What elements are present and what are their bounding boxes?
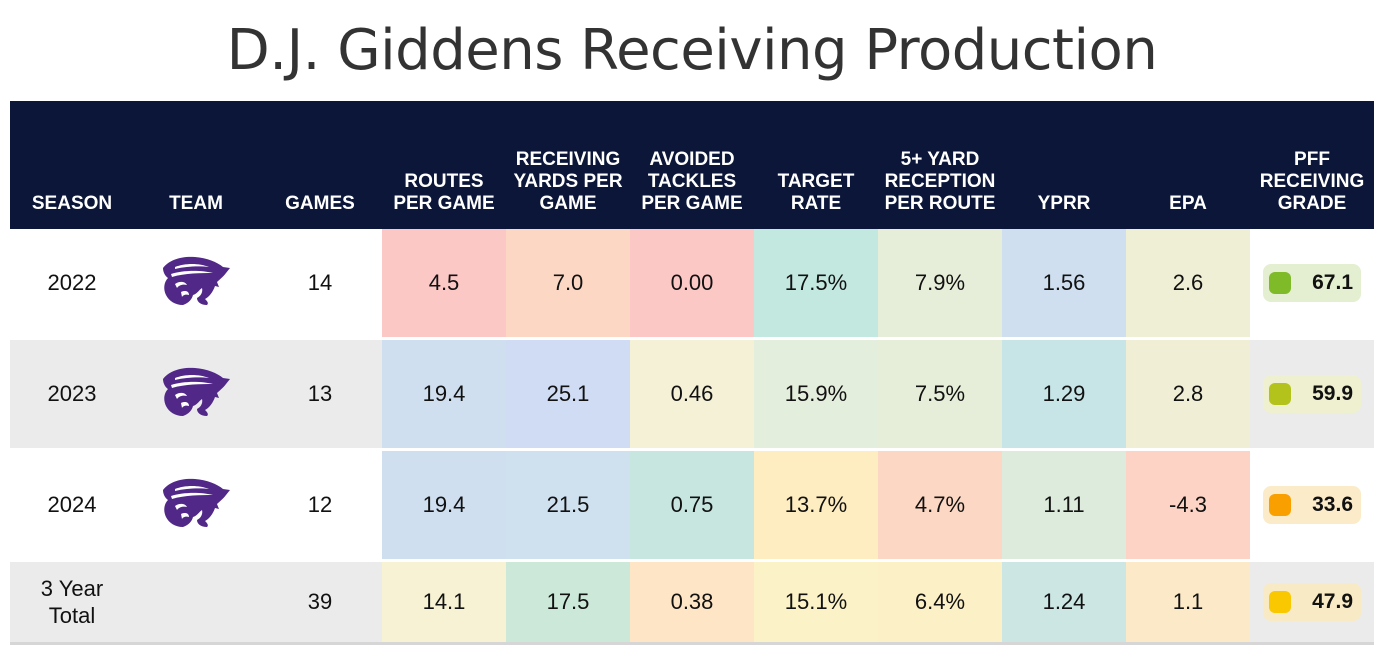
stat-cell: 4.5 [382, 229, 506, 340]
stat-cell: 1.29 [1002, 338, 1126, 451]
stat-cell: 0.00 [630, 229, 754, 340]
grade-cell: 59.9 [1250, 338, 1374, 451]
header-epa: EPA [1126, 101, 1250, 229]
total-row: 3 Year Total 39 14.1 17.5 0.38 15.1% 6.4% 1.24 1… [10, 560, 1374, 645]
stat-cell: 17.5% [754, 229, 878, 340]
team-cell [134, 229, 258, 340]
grade-color-icon [1269, 591, 1291, 613]
season-label: 2024 [47, 492, 97, 517]
stat-cell: 7.5% [878, 338, 1002, 451]
header-pff-receiving-grade: PFF RECEIVING GRADE [1250, 101, 1374, 229]
grade-badge: 47.9 [1263, 583, 1361, 621]
stat-cell: 2.6 [1126, 229, 1250, 340]
stat-cell: 4.7% [878, 449, 1002, 562]
grade-value: 67.1 [1312, 271, 1353, 294]
games-cell: 14 [258, 229, 382, 340]
stat-cell: 7.0 [506, 229, 630, 340]
season-label: 2023 [47, 381, 97, 406]
season-row: 2022 14 4.5 7.0 0.00 17.5% 7.9% 1.56 2.6 67.1 [10, 229, 1374, 340]
header-target-rate: TARGET RATE [754, 101, 878, 229]
header-routes-per-game: ROUTES PER GAME [382, 101, 506, 229]
team-logo-icon [161, 367, 231, 422]
stat-cell: 0.38 [630, 560, 754, 645]
grade-value: 33.6 [1312, 493, 1353, 516]
stat-cell: 7.9% [878, 229, 1002, 340]
grade-color-icon [1269, 272, 1291, 294]
stat-cell: 14.1 [382, 560, 506, 645]
stat-cell: 1.24 [1002, 560, 1126, 645]
stat-cell: 0.75 [630, 449, 754, 562]
stat-cell: 25.1 [506, 338, 630, 451]
season-cell: 2024 [10, 449, 134, 562]
season-cell: 2022 [10, 229, 134, 340]
stat-cell: 19.4 [382, 449, 506, 562]
header-yprr: YPRR [1002, 101, 1126, 229]
grade-badge: 59.9 [1263, 375, 1361, 413]
stat-cell: 6.4% [878, 560, 1002, 645]
grade-value: 47.9 [1312, 590, 1353, 613]
header-row: SEASON TEAM GAMES ROUTES PER GAME RECEIV… [10, 101, 1374, 229]
stat-cell: 15.1% [754, 560, 878, 645]
stat-cell: 19.4 [382, 338, 506, 451]
team-cell [134, 338, 258, 451]
team-cell [134, 560, 258, 645]
grade-color-icon [1269, 494, 1291, 516]
team-logo-icon [161, 478, 231, 533]
grade-cell: 47.9 [1250, 560, 1374, 645]
stat-cell: 15.9% [754, 338, 878, 451]
games-cell: 13 [258, 338, 382, 451]
season-label: 2022 [47, 270, 97, 295]
season-cell: 2023 [10, 338, 134, 451]
stat-cell: 1.1 [1126, 560, 1250, 645]
team-logo-icon [161, 256, 231, 311]
team-cell [134, 449, 258, 562]
stat-cell: -4.3 [1126, 449, 1250, 562]
grade-badge: 33.6 [1263, 486, 1361, 524]
stats-table: SEASON TEAM GAMES ROUTES PER GAME RECEIV… [10, 101, 1374, 645]
stat-cell: 1.11 [1002, 449, 1126, 562]
header-season: SEASON [10, 101, 134, 229]
grade-cell: 67.1 [1250, 229, 1374, 340]
stat-cell: 1.56 [1002, 229, 1126, 340]
season-label: 3 Year Total [40, 576, 104, 628]
games-cell: 39 [258, 560, 382, 645]
games-cell: 12 [258, 449, 382, 562]
stat-cell: 17.5 [506, 560, 630, 645]
header-games: GAMES [258, 101, 382, 229]
header-5-yard-reception-per-route: 5+ YARD RECEPTION PER ROUTE [878, 101, 1002, 229]
season-cell: 3 Year Total [10, 560, 134, 645]
stat-cell: 21.5 [506, 449, 630, 562]
stat-cell: 13.7% [754, 449, 878, 562]
header-avoided-tackles-per-game: AVOIDED TACKLES PER GAME [630, 101, 754, 229]
stat-cell: 0.46 [630, 338, 754, 451]
header-team: TEAM [134, 101, 258, 229]
grade-color-icon [1269, 383, 1291, 405]
grade-cell: 33.6 [1250, 449, 1374, 562]
grade-value: 59.9 [1312, 382, 1353, 405]
season-row: 2023 13 19.4 25.1 0.46 15.9% 7.5% 1.29 2.8 59.9 [10, 338, 1374, 451]
grade-badge: 67.1 [1263, 264, 1361, 302]
stat-cell: 2.8 [1126, 338, 1250, 451]
chart-title: D.J. Giddens Receiving Production [226, 18, 1158, 83]
season-row: 2024 12 19.4 21.5 0.75 13.7% 4.7% 1.11 -4.3 33.6 [10, 449, 1374, 562]
header-receiving-yards-per-game: RECEIVING YARDS PER GAME [506, 101, 630, 229]
